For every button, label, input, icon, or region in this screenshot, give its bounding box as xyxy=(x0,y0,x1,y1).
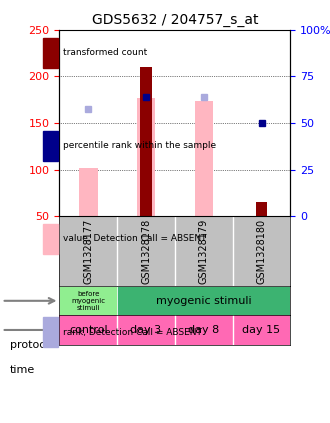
Text: time: time xyxy=(10,365,35,375)
Bar xyxy=(140,67,152,216)
Text: GSM1328179: GSM1328179 xyxy=(199,219,209,284)
Text: transformed count: transformed count xyxy=(63,48,147,58)
Bar xyxy=(137,98,155,216)
Text: control: control xyxy=(69,325,108,335)
Text: rank, Detection Call = ABSENT: rank, Detection Call = ABSENT xyxy=(63,327,202,337)
Bar xyxy=(194,102,213,216)
Text: GSM1328180: GSM1328180 xyxy=(256,219,267,284)
Text: GSM1328177: GSM1328177 xyxy=(83,219,93,284)
Bar xyxy=(256,202,267,216)
Text: day 3: day 3 xyxy=(130,325,162,335)
FancyBboxPatch shape xyxy=(59,286,117,316)
Bar xyxy=(79,168,98,216)
Text: before
myogenic
stimuli: before myogenic stimuli xyxy=(71,291,105,311)
Text: day 8: day 8 xyxy=(188,325,219,335)
Text: GSM1328178: GSM1328178 xyxy=(141,219,151,284)
Text: day 15: day 15 xyxy=(243,325,280,335)
Text: percentile rank within the sample: percentile rank within the sample xyxy=(63,141,216,151)
FancyBboxPatch shape xyxy=(117,286,290,316)
Title: GDS5632 / 204757_s_at: GDS5632 / 204757_s_at xyxy=(92,13,258,27)
Text: protocol: protocol xyxy=(10,340,55,350)
Text: value, Detection Call = ABSENT: value, Detection Call = ABSENT xyxy=(63,234,206,244)
Text: myogenic stimuli: myogenic stimuli xyxy=(156,296,251,306)
